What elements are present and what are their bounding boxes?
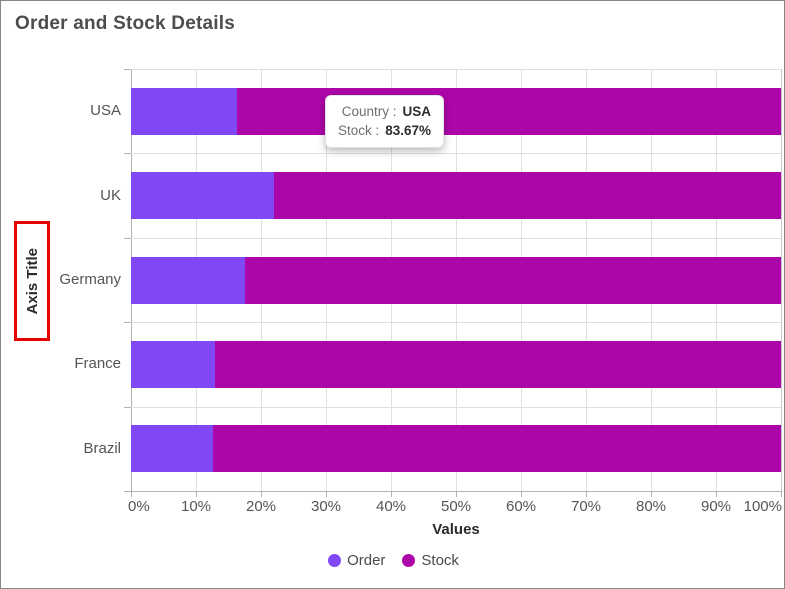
bar-row-germany (131, 257, 781, 304)
bar-france-order[interactable] (131, 341, 215, 388)
x-tick-label-60%: 60% (505, 498, 537, 515)
tooltip-label: Country : (341, 104, 397, 119)
bar-uk-stock[interactable] (274, 172, 781, 219)
legend-label-order: Order (347, 552, 386, 569)
y-gridline (131, 322, 781, 323)
legend: Order Stock (1, 552, 785, 569)
y-tick-mark (124, 238, 131, 239)
x-tick-mark (196, 491, 197, 497)
y-tick-mark (124, 491, 131, 492)
x-tick-label-90%: 90% (700, 498, 732, 515)
y-tick-mark (124, 407, 131, 408)
tooltip-value: USA (402, 104, 432, 119)
y-tick-mark (124, 153, 131, 154)
x-tick-mark (716, 491, 717, 497)
x-tick-mark (131, 491, 132, 497)
tooltip: Country : USA Stock : 83.67% (325, 95, 445, 148)
x-tick-label-0%: 0% (128, 498, 150, 515)
y-gridline (131, 407, 781, 408)
x-tick-mark (456, 491, 457, 497)
y-axis-title-highlight-box: Axis Title (14, 221, 50, 341)
x-tick-label-40%: 40% (375, 498, 407, 515)
x-tick-label-70%: 70% (570, 498, 602, 515)
tooltip-value: 83.67% (385, 123, 432, 138)
x-gridline-100% (781, 69, 782, 491)
x-tick-mark (521, 491, 522, 497)
x-tick-label-20%: 20% (245, 498, 277, 515)
x-tick-label-30%: 30% (310, 498, 342, 515)
y-tick-mark (124, 322, 131, 323)
bar-germany-stock[interactable] (244, 257, 781, 304)
plot-area (131, 69, 782, 491)
bar-row-usa (131, 88, 781, 135)
x-tick-label-50%: 50% (440, 498, 472, 515)
bar-brazil-stock[interactable] (212, 425, 781, 472)
x-tick-mark (586, 491, 587, 497)
x-tick-mark (261, 491, 262, 497)
tooltip-label: Stock : (338, 123, 380, 138)
bar-france-stock[interactable] (214, 341, 781, 388)
category-label-germany: Germany (59, 271, 121, 288)
bar-germany-order[interactable] (131, 257, 245, 304)
category-label-uk: UK (100, 187, 121, 204)
y-tick-mark (124, 69, 131, 70)
tooltip-row: Country : USA (338, 102, 431, 121)
bar-row-uk (131, 172, 781, 219)
x-tick-mark (391, 491, 392, 497)
legend-item-stock[interactable]: Stock (402, 552, 459, 569)
category-label-brazil: Brazil (83, 440, 121, 457)
x-tick-label-10%: 10% (180, 498, 212, 515)
bar-uk-order[interactable] (131, 172, 274, 219)
category-label-france: France (74, 355, 121, 372)
x-tick-label-100%: 100% (743, 498, 782, 515)
order-legend-swatch-icon (328, 554, 342, 567)
x-tick-mark (326, 491, 327, 497)
x-tick-label-80%: 80% (635, 498, 667, 515)
bar-usa-stock[interactable] (237, 88, 781, 135)
x-tick-mark (651, 491, 652, 497)
x-tick-mark (781, 491, 782, 497)
y-gridline (131, 238, 781, 239)
y-axis-title: Axis Title (23, 247, 41, 315)
x-axis-title: Values (432, 521, 480, 538)
legend-item-order[interactable]: Order (328, 552, 385, 569)
y-gridline (131, 69, 781, 70)
bar-usa-order[interactable] (131, 88, 238, 135)
bar-row-brazil (131, 425, 781, 472)
tooltip-row: Stock : 83.67% (338, 121, 431, 140)
y-gridline (131, 153, 781, 154)
bar-row-france (131, 341, 781, 388)
page-title: Order and Stock Details (15, 13, 236, 34)
category-label-usa: USA (90, 102, 121, 119)
legend-label-stock: Stock (421, 552, 459, 569)
stock-legend-swatch-icon (402, 554, 416, 567)
bar-brazil-order[interactable] (131, 425, 213, 472)
